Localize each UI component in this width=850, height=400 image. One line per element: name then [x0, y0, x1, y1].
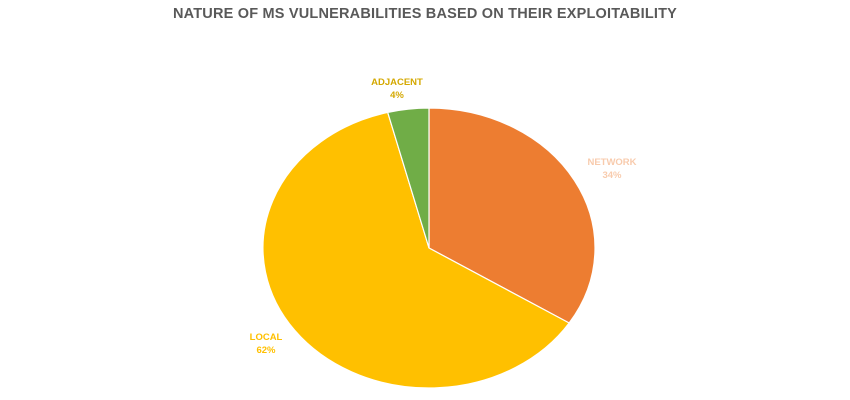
slice-label-local: LOCAL: [250, 332, 283, 343]
pie-slice-local: [262, 111, 571, 389]
slice-value-local: 62%: [256, 345, 276, 356]
pie-slice-network: [428, 107, 596, 324]
pie-slice-adjacent: [386, 107, 430, 249]
pie-slices: [262, 107, 596, 389]
slice-label-adjacent: ADJACENT: [371, 77, 423, 88]
pie-labels: NETWORK 34% LOCAL 62% ADJACENT 4%: [250, 77, 637, 356]
slice-value-network: 34%: [602, 170, 622, 181]
slice-value-adjacent: 4%: [390, 90, 404, 101]
slice-label-network: NETWORK: [587, 157, 636, 168]
chart-title: NATURE OF MS VULNERABILITIES BASED ON TH…: [172, 6, 678, 22]
